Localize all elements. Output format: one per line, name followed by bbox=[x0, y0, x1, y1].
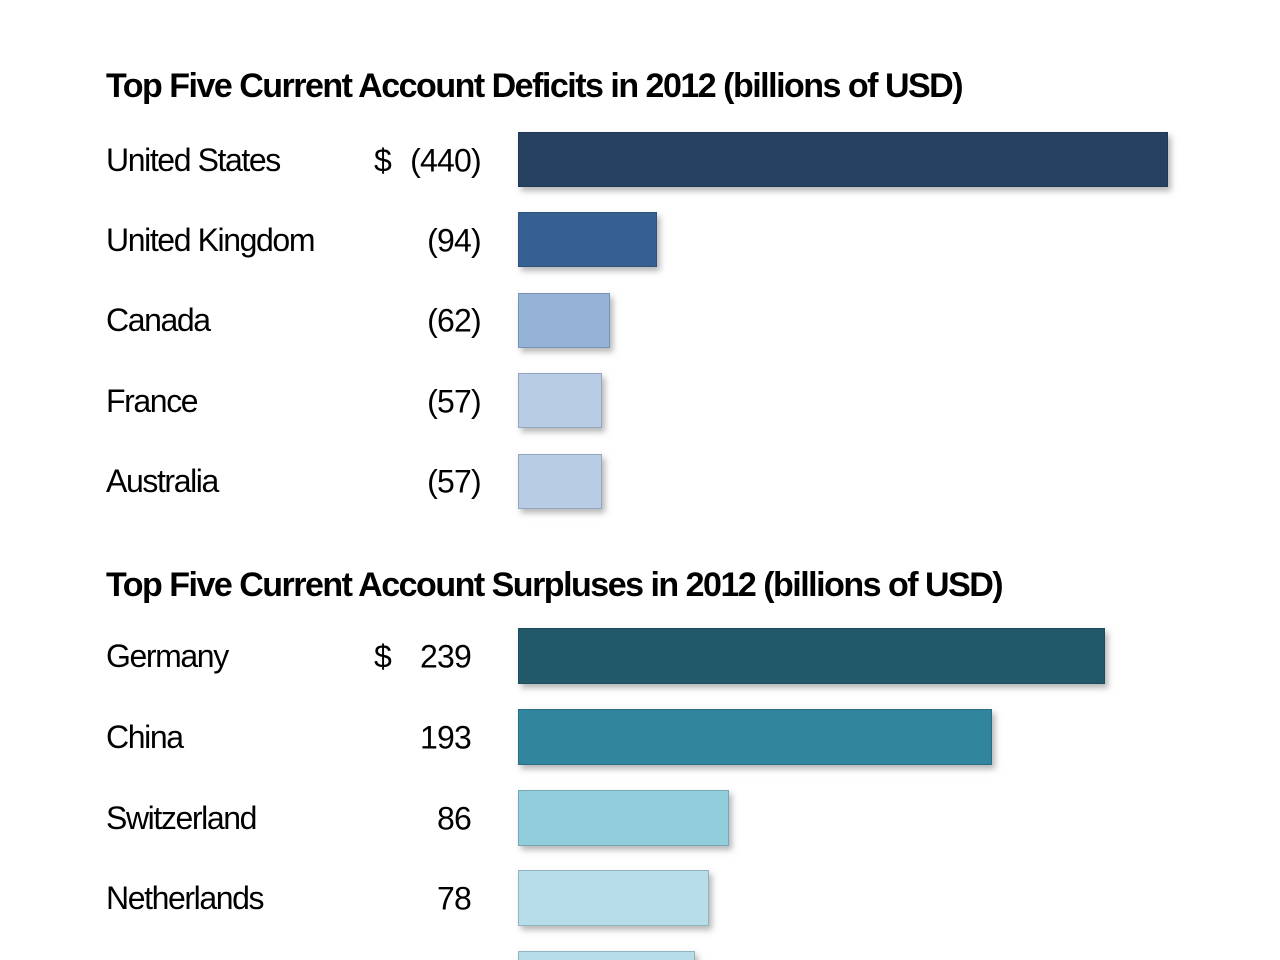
bar-row bbox=[0, 951, 1280, 960]
value-cell: (94 ) bbox=[374, 222, 486, 259]
value-cell: (57 ) bbox=[374, 463, 486, 500]
data-bar bbox=[518, 628, 1105, 684]
bar-row: Switzerland 86 bbox=[0, 789, 1280, 846]
data-bar bbox=[518, 870, 709, 927]
value-closing-paren: ) bbox=[471, 383, 482, 420]
value-cell: $ (440 ) bbox=[374, 142, 486, 178]
value-cell: (57 ) bbox=[374, 383, 486, 420]
value-text: 239 bbox=[420, 638, 472, 675]
data-bar bbox=[518, 132, 1168, 187]
category-label: Canada bbox=[106, 302, 211, 339]
value-text: (440 bbox=[410, 142, 472, 178]
value-cell: $ 239 bbox=[374, 638, 486, 675]
value-closing-paren: ) bbox=[471, 222, 482, 259]
bar-row: Netherlands 78 bbox=[0, 870, 1280, 927]
category-label: Netherlands bbox=[106, 880, 265, 917]
deficits-chart-title: Top Five Current Account Deficits in 201… bbox=[106, 67, 964, 105]
data-bar bbox=[518, 212, 657, 268]
data-bar bbox=[518, 292, 610, 348]
currency-symbol: $ bbox=[374, 638, 392, 675]
value-text: 193 bbox=[420, 719, 472, 756]
value-closing-paren: ) bbox=[471, 302, 482, 339]
value-closing-paren: ) bbox=[471, 463, 482, 500]
category-label: United States bbox=[106, 141, 281, 178]
category-label: Switzerland bbox=[106, 799, 257, 836]
value-text: (57 bbox=[427, 383, 472, 420]
value-text: (57 bbox=[427, 463, 472, 500]
value-text: (94 bbox=[427, 222, 472, 259]
category-label: Germany bbox=[106, 638, 229, 674]
data-bar bbox=[518, 789, 729, 846]
data-bar bbox=[518, 373, 602, 429]
bar-row: China 193 bbox=[0, 708, 1280, 765]
data-bar bbox=[518, 453, 602, 509]
bar-row: United States $ (440 ) bbox=[0, 132, 1280, 187]
bar-row: Germany $ 239 bbox=[0, 628, 1280, 684]
category-label: China bbox=[106, 718, 184, 755]
bar-row: United Kingdom (94 ) bbox=[0, 212, 1280, 268]
value-text: 86 bbox=[437, 800, 472, 837]
value-text: (62 bbox=[427, 302, 472, 339]
value-cell: 193 bbox=[374, 719, 486, 756]
category-label: France bbox=[106, 382, 199, 419]
value-text: 78 bbox=[437, 880, 472, 917]
value-cell: 86 bbox=[374, 800, 486, 837]
value-cell: 78 bbox=[374, 880, 486, 917]
category-label: United Kingdom bbox=[106, 221, 315, 258]
surpluses-chart-title: Top Five Current Account Surpluses in 20… bbox=[106, 566, 1004, 604]
value-cell: (62 ) bbox=[374, 302, 486, 339]
data-bar bbox=[518, 708, 992, 765]
category-label: Australia bbox=[106, 463, 219, 500]
bar-row: Canada (62 ) bbox=[0, 292, 1280, 348]
bar-row: France (57 ) bbox=[0, 373, 1280, 429]
value-closing-paren: ) bbox=[471, 142, 482, 178]
data-bar bbox=[518, 951, 695, 960]
bar-row: Australia (57 ) bbox=[0, 453, 1280, 509]
currency-symbol: $ bbox=[374, 142, 392, 178]
